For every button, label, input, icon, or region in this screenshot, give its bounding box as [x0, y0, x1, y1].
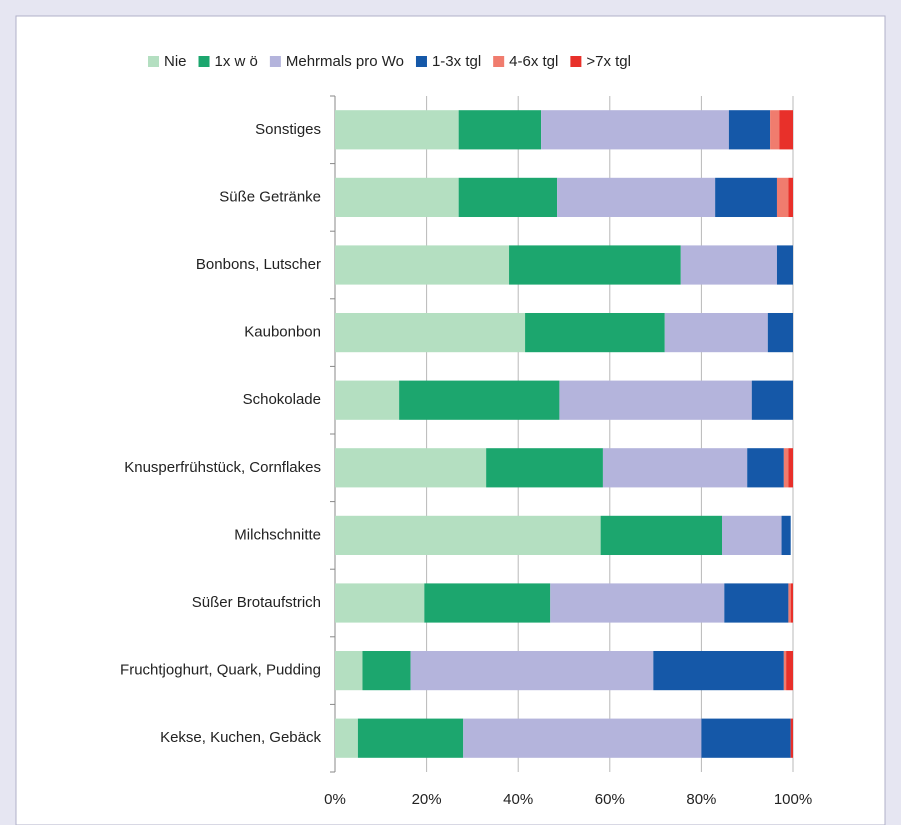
bar-segment — [357, 718, 464, 758]
bar-segment — [781, 515, 791, 556]
legend-label: 4-6x tgl — [509, 53, 558, 70]
bar-segment — [788, 583, 791, 623]
bar-segment — [776, 177, 789, 218]
y-tick-label: Bonbons, Lutscher — [196, 256, 321, 273]
x-tick-label: 80% — [686, 791, 716, 808]
legend-label: Mehrmals pro Wo — [286, 53, 404, 70]
legend-label: 1-3x tgl — [432, 53, 481, 70]
bar-segment — [335, 312, 526, 353]
y-tick-label: Süßer Brotaufstrich — [192, 594, 321, 611]
y-tick-label: Süße Getränke — [219, 188, 321, 205]
x-tick-label: 0% — [324, 791, 346, 808]
bar-segment — [722, 515, 782, 556]
bar-segment — [751, 380, 793, 420]
bar-segment — [783, 650, 787, 691]
bar-segment — [680, 245, 777, 285]
bar-segment — [550, 583, 725, 623]
bar-segment — [776, 245, 793, 285]
legend-swatch — [493, 56, 505, 67]
legend-swatch — [148, 56, 159, 67]
bar-segment — [701, 718, 791, 758]
bar-segment — [335, 245, 510, 285]
bar-segment — [790, 718, 793, 758]
bar-segment — [786, 650, 793, 691]
y-tick-label: Fruchtjoghurt, Quark, Pudding — [120, 662, 321, 679]
bar-segment — [747, 448, 784, 488]
bar-segment — [779, 110, 793, 150]
legend-label: 1x w ö — [215, 53, 258, 70]
bar-segment — [335, 380, 400, 420]
bar-segment — [653, 650, 784, 691]
bar-segment — [399, 380, 560, 420]
x-tick-label: 20% — [412, 791, 442, 808]
bar-segment — [458, 110, 542, 150]
legend-swatch — [198, 56, 210, 67]
x-tick-label: 40% — [503, 791, 533, 808]
bar-segment — [486, 448, 603, 488]
bar-segment — [458, 177, 558, 218]
bar-segment — [335, 515, 601, 556]
y-tick-label: Kekse, Kuchen, Gebäck — [160, 729, 321, 746]
x-tick-label: 100% — [774, 791, 812, 808]
bar-segment — [362, 650, 411, 691]
bar-segment — [463, 718, 702, 758]
legend-swatch — [269, 56, 281, 67]
bar-segment — [664, 312, 768, 353]
legend-label: Nie — [164, 53, 187, 70]
x-tick-label: 60% — [595, 791, 625, 808]
y-tick-label: Milchschnitte — [234, 526, 321, 543]
y-tick-label: Knusperfrühstück, Cornflakes — [124, 459, 321, 476]
bar-segment — [525, 312, 665, 353]
legend-swatch — [415, 56, 427, 67]
bar-segment — [541, 110, 729, 150]
bar-segment — [728, 110, 771, 150]
bar-segment — [788, 177, 793, 218]
bar-segment — [424, 583, 551, 623]
bar-segment — [602, 448, 748, 488]
bar-segment — [410, 650, 654, 691]
bar-segment — [557, 177, 716, 218]
bar-segment — [335, 583, 425, 623]
bar-segment — [335, 177, 459, 218]
bar-segment — [335, 718, 358, 758]
y-tick-label: Sonstiges — [255, 121, 321, 138]
bar-segment — [335, 448, 487, 488]
bar-segment — [767, 312, 793, 353]
legend-swatch — [570, 56, 582, 67]
bar-segment — [559, 380, 752, 420]
legend-label: >7x tgl — [586, 53, 631, 70]
bar-segment — [335, 110, 459, 150]
bar-segment — [724, 583, 789, 623]
bar-segment — [783, 448, 789, 488]
y-tick-label: Schokolade — [243, 391, 321, 408]
bar-segment — [790, 583, 793, 623]
bar-segment — [788, 448, 793, 488]
bar-segment — [335, 650, 363, 691]
bar-segment — [715, 177, 777, 218]
y-tick-label: Kaubonbon — [244, 324, 321, 341]
bar-segment — [770, 110, 780, 150]
bar-segment — [509, 245, 681, 285]
bar-segment — [600, 515, 723, 556]
